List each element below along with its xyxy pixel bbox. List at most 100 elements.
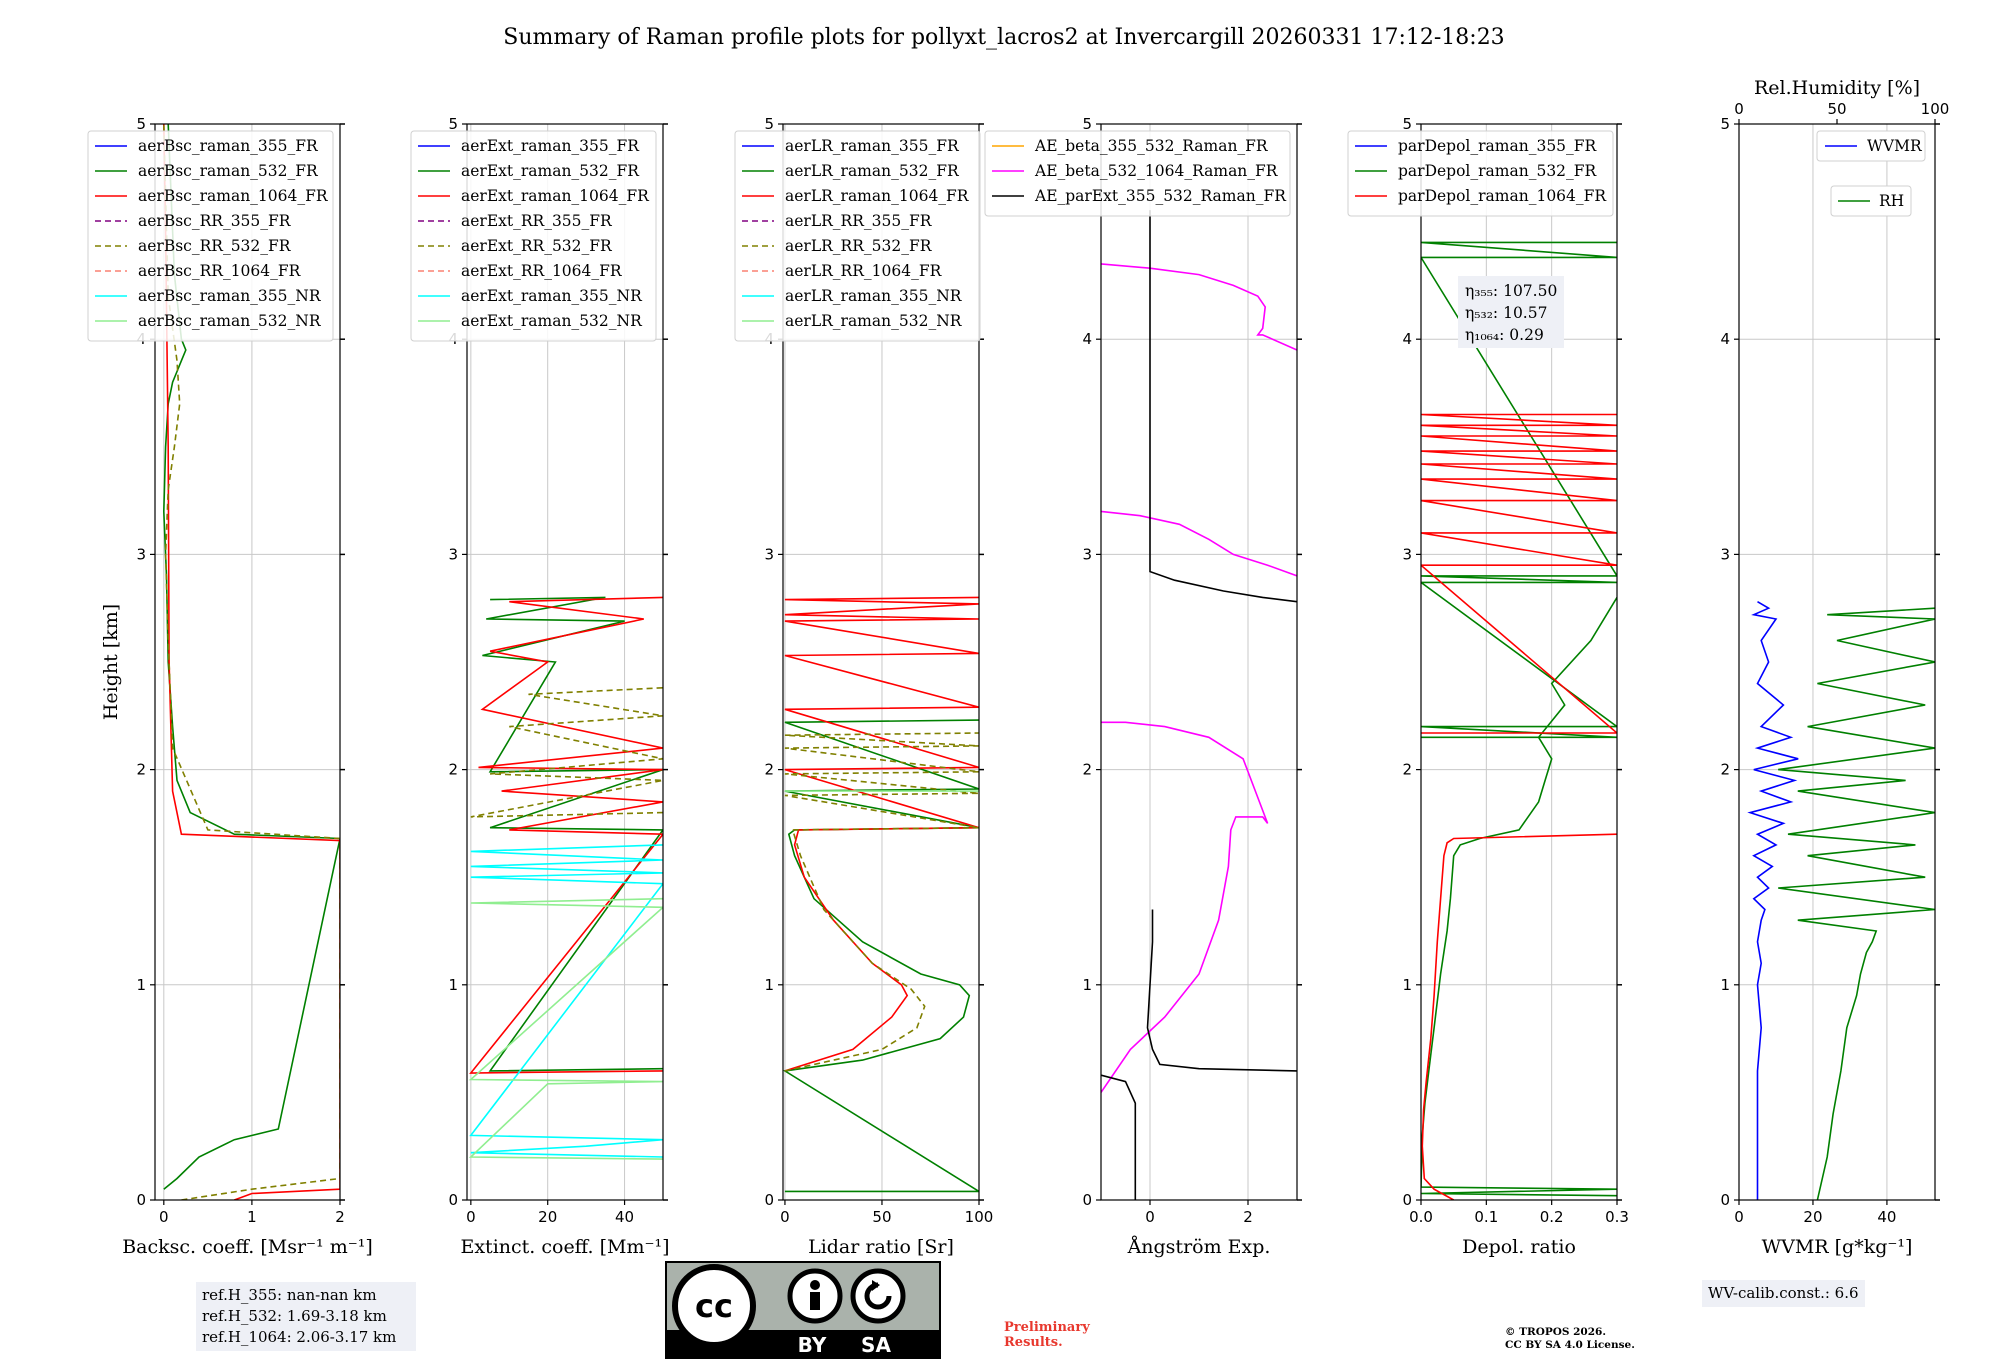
cc-license-badge: cc BY SA [665, 1261, 941, 1359]
legend-label: aerExt_raman_355_FR [461, 137, 640, 155]
axes-frame [782, 123, 980, 1201]
legend-label: aerBsc_raman_1064_FR [138, 187, 329, 205]
preliminary-note: Preliminary Results. [1004, 1320, 1090, 1350]
x-tick-label: 0.1 [1474, 1208, 1498, 1226]
panels: 012345012Backsc. coeff. [Msr⁻¹ m⁻¹]aerBs… [87, 77, 1949, 1258]
y-tick-label: 3 [448, 545, 458, 563]
series-line-AE_beta_532_1064_Raman_FR [1101, 510, 1297, 577]
cc-circle-icon [672, 1264, 756, 1348]
series-line-aerExt_raman_355_NR [469, 844, 663, 1158]
legend-frame [410, 130, 657, 342]
x-tick-label: 40 [615, 1208, 634, 1226]
legend-label: aerLR_raman_532_NR [785, 312, 963, 330]
legend: aerLR_raman_355_FR aerLR_raman_532_FR aerL… [734, 130, 981, 342]
legend-label: aerLR_RR_1064_FR [785, 262, 943, 280]
series-line-parDepol_raman_532_FR [1421, 241, 1617, 739]
top-x-tick-label: 0 [1734, 100, 1744, 118]
legend-label: aerBsc_RR_355_FR [138, 212, 292, 230]
axes-frame [154, 123, 341, 1201]
y-tick-label: 2 [1402, 761, 1412, 779]
y-tick-label: 2 [1720, 761, 1730, 779]
series-line-aerExt_raman_1064_FR [469, 596, 663, 1074]
legend-label: aerBsc_raman_355_FR [138, 137, 319, 155]
legend-label-rh: RH [1879, 192, 1904, 210]
legend-label: aerExt_raman_1064_FR [461, 187, 650, 205]
legend-label: aerExt_RR_1064_FR [461, 262, 623, 280]
eta-annotation-box: η₃₅₅: 107.50 η₅₃₂: 10.57 η₁₀₆₄: 0.29 [1458, 276, 1564, 348]
x-tick-label: 20 [538, 1208, 557, 1226]
depolarization-panel: 0 1 2 3 4 5 0.0 0.1 0.2 0.3 Depol. ratio parDepol_r… [1347, 115, 1629, 1258]
legend-frame [1347, 130, 1614, 217]
legend-label: parDepol_raman_1064_FR [1398, 187, 1607, 205]
y-tick-label: 2 [136, 761, 146, 779]
x-tick-label: 1 [247, 1208, 257, 1226]
series-line-RH [1778, 607, 1935, 1200]
legend-frame [984, 130, 1291, 217]
copyright-line-1: © TROPOS 2026. [1505, 1326, 1607, 1338]
y-tick-label: 1 [1720, 976, 1730, 994]
y-tick-label: 5 [136, 115, 146, 133]
y-tick-label: 1 [1402, 976, 1412, 994]
series-layer [1747, 601, 1935, 1200]
y-tick-label: 1 [1082, 976, 1092, 994]
x-tick-label: 2 [1243, 1208, 1253, 1226]
legend-wvmr: WVMR [1816, 130, 1926, 162]
series-line-aerExt_raman_532_NR [468, 897, 663, 1160]
x-tick-label: 0.0 [1409, 1208, 1433, 1226]
y-tick-label: 0 [1720, 1191, 1730, 1209]
legend-label: aerBsc_RR_1064_FR [138, 262, 302, 280]
copyright-note: © TROPOS 2026. CC BY SA 4.0 License. [1505, 1326, 1635, 1352]
series-layer [1421, 241, 1617, 1200]
legend-label: aerLR_RR_532_FR [785, 237, 933, 255]
series-line-parDepol_raman_532_FR [1421, 596, 1617, 1197]
x-axis-label: Lidar ratio [Sr] [808, 1236, 954, 1258]
x-tick-label: 0 [466, 1208, 476, 1226]
x-tick-label: 0.2 [1540, 1208, 1564, 1226]
y-tick-label: 3 [1402, 545, 1412, 563]
x-axis-label: Depol. ratio [1462, 1236, 1576, 1258]
series-line-AE_parExt_355_532_Raman_FR [1146, 909, 1297, 1072]
figure-title: Summary of Raman profile plots for polly… [503, 25, 1504, 50]
x-tick-label: 2 [335, 1208, 345, 1226]
y-tick-label: 1 [136, 976, 146, 994]
series-line-parDepol_raman_1064_FR [1421, 413, 1617, 734]
y-tick-label: 3 [1082, 545, 1092, 563]
series-line-parDepol_raman_1064_FR [1421, 833, 1617, 1200]
legend-label: aerBsc_RR_532_FR [138, 237, 292, 255]
x-tick-label: 0 [780, 1208, 790, 1226]
cc-mark: cc [695, 1287, 733, 1325]
series-layer [1101, 210, 1297, 1200]
ref-height-532: ref.H_532: 1.69-3.18 km [202, 1307, 387, 1325]
series-line-aerExt_RR_532_FR [470, 687, 663, 818]
x-tick-label: 0 [1734, 1208, 1744, 1226]
lidar_ratio-panel: 012345050100Lidar ratio [Sr]aerLR_raman_… [734, 115, 994, 1258]
legend-label: parDepol_raman_532_FR [1398, 162, 1598, 180]
x-tick-label: 0 [159, 1208, 169, 1226]
series-line-AE_beta_532_1064_Raman_FR [1101, 721, 1269, 1093]
angstrom-panel: 0 1 2 3 4 5 0 2 Ångström Exp. AE_beta_355_532_Ram… [984, 115, 1302, 1258]
legend-label: parDepol_raman_355_FR [1398, 137, 1598, 155]
axes-frame [1420, 123, 1618, 1201]
y-tick-label: 3 [764, 545, 774, 563]
preliminary-line-2: Results. [1004, 1335, 1063, 1350]
y-tick-label: 1 [764, 976, 774, 994]
series-line-AE_parExt_355_532_Raman_FR [1101, 1074, 1137, 1200]
y-tick-label: 4 [1082, 330, 1092, 348]
x-tick-label: 100 [965, 1208, 994, 1226]
y-tick-label: 0 [1082, 1191, 1092, 1209]
axes-frame [466, 123, 664, 1201]
top-x-tick-label: 100 [1921, 100, 1950, 118]
y-tick-label: 5 [1720, 115, 1730, 133]
x-tick-label: 50 [872, 1208, 891, 1226]
legend: aerBsc_raman_355_FR aerBsc_raman_532_FRae… [87, 130, 334, 342]
legend-frame [87, 130, 334, 342]
y-axis-label: Height [km] [100, 604, 122, 720]
series-line-aerLR_RR_532_FR [784, 732, 979, 1072]
x-axis-label: Ångström Exp. [1127, 1236, 1271, 1258]
y-tick-label: 0 [448, 1191, 458, 1209]
legend-label: aerLR_raman_355_NR [785, 287, 963, 305]
y-tick-label: 5 [764, 115, 774, 133]
cc-by-label: BY [798, 1333, 827, 1357]
